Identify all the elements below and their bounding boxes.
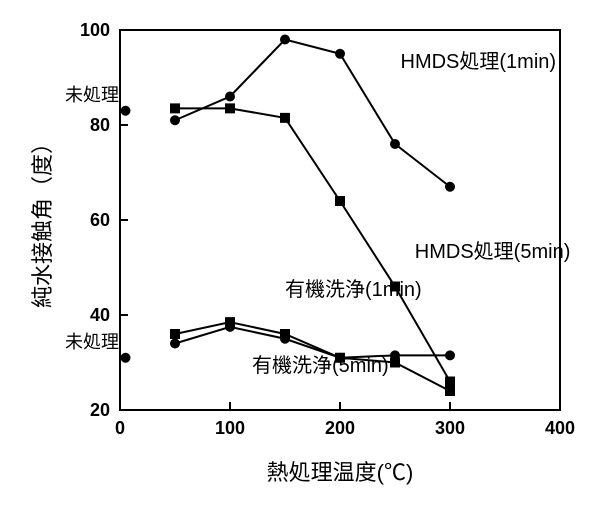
- x-tick-label: 200: [325, 418, 355, 438]
- x-tick-label: 300: [435, 418, 465, 438]
- y-tick-label: 80: [90, 115, 110, 135]
- series-marker-organic-5min: [170, 329, 180, 339]
- x-tick-label: 100: [215, 418, 245, 438]
- chart-svg: 0 100 200 300 400 20 40 60 80 100 熱処理温度(℃) 純水接触角（度）…: [0, 0, 594, 526]
- series-marker-hmds-1min: [390, 139, 400, 149]
- series-marker-organic-5min: [445, 386, 455, 396]
- untreated-point: [121, 106, 131, 116]
- chart-container: 0 100 200 300 400 20 40 60 80 100 熱処理温度(℃) 純水接触角（度）…: [0, 0, 594, 526]
- untreated-label: 未処理: [65, 85, 119, 105]
- series-marker-organic-5min: [225, 317, 235, 327]
- series-marker-organic-1min: [445, 350, 455, 360]
- y-axis-title: 純水接触角（度）: [30, 132, 55, 308]
- x-tick-label: 400: [545, 418, 575, 438]
- series-marker-hmds-5min: [225, 103, 235, 113]
- series-label-organic-5min: 有機洗浄(5min): [252, 354, 389, 377]
- series-marker-organic-5min: [280, 329, 290, 339]
- x-tick-label: 0: [115, 418, 125, 438]
- series-marker-hmds-1min: [170, 115, 180, 125]
- series-line-hmds-5min: [175, 108, 450, 381]
- series-marker-hmds-1min: [280, 35, 290, 45]
- series-marker-hmds-5min: [335, 196, 345, 206]
- series-marker-hmds-5min: [280, 113, 290, 123]
- untreated-point: [121, 353, 131, 363]
- series-marker-hmds-5min: [445, 377, 455, 387]
- series-marker-hmds-5min: [170, 103, 180, 113]
- series-marker-hmds-1min: [335, 49, 345, 59]
- y-tick-label: 100: [80, 20, 110, 40]
- series-marker-organic-5min: [390, 358, 400, 368]
- x-axis-title: 熱処理温度(℃): [267, 460, 414, 485]
- series-line-organic-1min: [175, 327, 450, 358]
- y-tick-label: 40: [90, 305, 110, 325]
- untreated-label: 未処理: [65, 332, 119, 352]
- series-label-organic-1min: 有機洗浄(1min): [285, 278, 422, 301]
- series-marker-organic-1min: [170, 339, 180, 349]
- series-label-hmds-1min: HMDS処理(1min): [401, 50, 557, 73]
- series-label-hmds-5min: HMDS処理(5min): [415, 240, 571, 263]
- y-tick-label: 60: [90, 210, 110, 230]
- series-marker-hmds-1min: [445, 182, 455, 192]
- y-tick-label: 20: [90, 400, 110, 420]
- series-marker-hmds-1min: [225, 92, 235, 102]
